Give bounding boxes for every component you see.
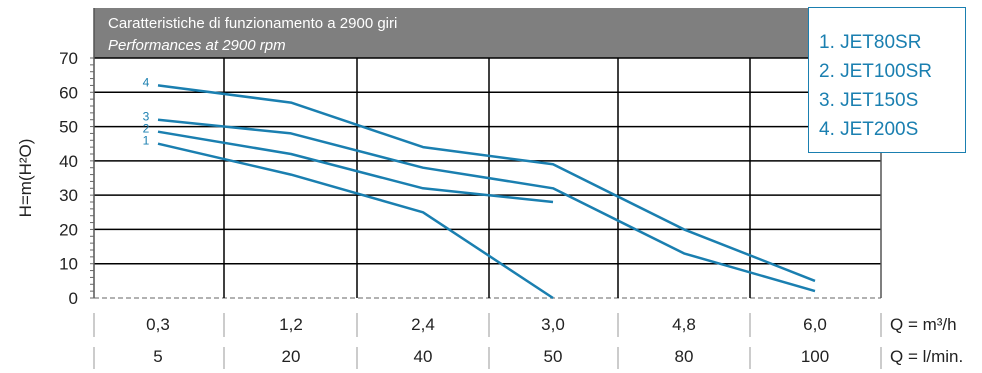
x-tick-label-m3h: 4,8 bbox=[672, 315, 696, 334]
curve-label-4: 4 bbox=[143, 75, 150, 89]
x-tick-label-m3h: 6,0 bbox=[803, 315, 827, 334]
curve-4 bbox=[157, 84, 816, 283]
curve-2 bbox=[157, 130, 554, 204]
x-tick-label-m3h: 1,2 bbox=[279, 315, 303, 334]
curve-label-3: 3 bbox=[143, 110, 150, 124]
legend-item-1: 1. JET80SR bbox=[819, 32, 922, 53]
curve-1 bbox=[157, 142, 554, 300]
x-tick-label-lmin: 100 bbox=[801, 347, 829, 366]
x-tick-label-m3h: 2,4 bbox=[411, 315, 435, 334]
x-tick-label-m3h: 3,0 bbox=[541, 315, 565, 334]
y-tick-label: 40 bbox=[59, 152, 78, 171]
x-tick-label-lmin: 80 bbox=[675, 347, 694, 366]
y-axis-label: H=m(H²O) bbox=[16, 139, 35, 218]
x-tick-label-m3h: 0,3 bbox=[146, 315, 170, 334]
banner-subtitle: Performances at 2900 rpm bbox=[108, 37, 286, 54]
chart-banner bbox=[94, 8, 881, 58]
y-tick-label: 50 bbox=[59, 118, 78, 137]
x-tick-label-lmin: 40 bbox=[414, 347, 433, 366]
y-tick-label: 60 bbox=[59, 83, 78, 102]
y-tick-label: 10 bbox=[59, 255, 78, 274]
curve-3 bbox=[157, 118, 816, 293]
legend: 1. JET80SR 2. JET100SR 3. JET150S 4. JET… bbox=[808, 7, 966, 153]
x-unit-m3h: Q = m³/h bbox=[890, 315, 957, 334]
y-tick-label: 20 bbox=[59, 220, 78, 239]
y-tick-label: 70 bbox=[59, 49, 78, 68]
curve-label-2: 2 bbox=[143, 122, 150, 136]
banner-title: Caratteristiche di funzionamento a 2900 … bbox=[108, 15, 397, 32]
y-axis-ticks: 0 10 20 30 40 50 60 70 bbox=[59, 49, 78, 308]
legend-item-3: 3. JET150S bbox=[819, 90, 919, 111]
x-unit-lmin: Q = l/min. bbox=[890, 347, 963, 366]
curves: 123 4 bbox=[143, 75, 816, 300]
x-tick-label-lmin: 5 bbox=[153, 347, 162, 366]
legend-item-4: 4. JET200S bbox=[819, 119, 919, 140]
curve-label-1: 1 bbox=[143, 134, 150, 148]
x-axis: 0,3 1,2 2,4 3,0 4,8 6,0 5 20 40 50 80 100 Q = m³/h Q … bbox=[93, 313, 963, 369]
legend-item-2: 2. JET100SR bbox=[819, 61, 932, 82]
x-tick-label-lmin: 20 bbox=[282, 347, 301, 366]
y-tick-label: 0 bbox=[69, 289, 78, 308]
y-tick-label: 30 bbox=[59, 186, 78, 205]
x-tick-label-lmin: 50 bbox=[544, 347, 563, 366]
